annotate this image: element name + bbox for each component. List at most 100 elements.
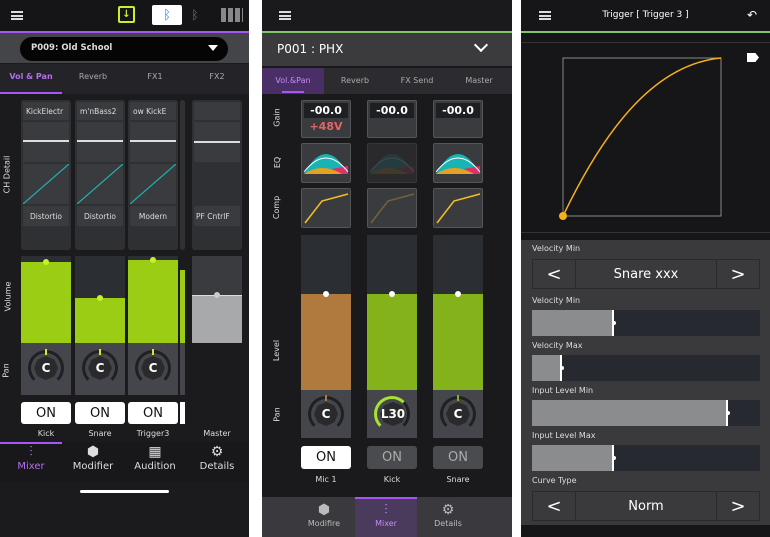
pan-knob-area[interactable]: C <box>75 343 125 395</box>
nav-audition[interactable]: ▦ Audition <box>124 444 186 480</box>
tab-reverb[interactable]: Reverb <box>78 72 108 81</box>
eq-box[interactable] <box>301 143 351 183</box>
gain-box[interactable]: -00.0 <box>367 100 417 138</box>
master-volume-fader[interactable] <box>192 256 242 343</box>
eq-box[interactable] <box>433 143 483 183</box>
volume-fader[interactable] <box>21 256 71 343</box>
pan-knob[interactable]: C <box>141 356 165 380</box>
master-detail[interactable]: PF CntrlF <box>192 100 242 250</box>
volume-fader[interactable] <box>128 256 178 343</box>
comp-curve-icon <box>304 193 349 224</box>
comp-box[interactable] <box>433 188 483 228</box>
bluetooth-off-icon[interactable]: ᛒ <box>191 8 199 22</box>
comp-label: Comp <box>272 195 282 220</box>
slider-4[interactable] <box>532 445 760 471</box>
pan-knob-area[interactable]: C <box>433 390 483 438</box>
channel-on-button[interactable]: ON <box>21 402 71 424</box>
comp-box[interactable] <box>301 188 351 228</box>
nav-modifier[interactable]: ⬢ Modifier <box>62 444 124 480</box>
tab-fx1[interactable]: FX1 <box>147 72 163 81</box>
tab-reverb[interactable]: Reverb <box>340 76 370 85</box>
chevron-right-icon[interactable]: > <box>730 263 746 285</box>
level-fader[interactable] <box>433 235 483 390</box>
mixer-panel-2: P001 : PHX Vol.&Pan Reverb FX Send Maste… <box>262 0 512 537</box>
gain-label: Gain <box>272 108 282 127</box>
chevron-left-icon[interactable]: < <box>546 495 562 517</box>
tab-fx-send[interactable]: FX Send <box>400 76 434 85</box>
slider-handle[interactable] <box>559 366 564 370</box>
pan-knob-area[interactable]: C <box>128 343 178 395</box>
phantom-power: +48V <box>309 120 343 133</box>
nav-label: Modifier <box>72 461 114 472</box>
nav-mixer[interactable]: ⫶ Mixer <box>355 501 417 535</box>
field-label: Input Level Min <box>532 386 594 395</box>
channel-detail[interactable]: m'nBass2 Distortio <box>75 100 125 250</box>
velocity-curve-graph[interactable] <box>557 54 727 224</box>
undo-icon[interactable]: ↶ <box>747 8 758 22</box>
menu-icon[interactable] <box>11 11 23 20</box>
slider-handle[interactable] <box>726 411 731 415</box>
channel-on-button[interactable]: ON <box>75 402 125 424</box>
pan-knob[interactable]: C <box>34 356 58 380</box>
tab-fx2[interactable]: FX2 <box>209 72 225 81</box>
pan-knob-area[interactable]: C <box>301 390 351 438</box>
channel-name: Snare <box>88 429 112 438</box>
tab-vol-pan[interactable]: Vol & Pan <box>9 72 53 81</box>
channel-bottom-label: Distortio <box>23 206 69 226</box>
tab-vol-pan[interactable]: Vol.&Pan <box>275 76 311 85</box>
curve-line <box>562 57 722 217</box>
menu-icon[interactable] <box>539 11 551 20</box>
comp-curve-icon <box>436 193 481 224</box>
gear-icon: ⚙ <box>441 502 455 518</box>
channel-detail[interactable]: KickElectr Distortio <box>21 100 71 250</box>
pan-knob[interactable]: C <box>314 402 338 426</box>
bluetooth-icon[interactable]: ᛒ <box>152 5 182 25</box>
chevron-right-icon[interactable]: > <box>730 495 746 517</box>
menu-icon[interactable] <box>279 11 291 20</box>
nav-modifire[interactable]: ⬢ Modifire <box>293 501 355 535</box>
nav-mixer[interactable]: ⫶ Mixer <box>0 444 62 480</box>
preset-name: P009: Old School <box>31 43 113 53</box>
pan-knob[interactable]: L30 <box>380 402 406 426</box>
pan-knob-area[interactable]: L30 <box>367 390 417 438</box>
pan-knob[interactable]: C <box>446 402 470 426</box>
grid-lock-icon[interactable] <box>221 8 243 22</box>
volume-fader[interactable] <box>75 256 125 343</box>
channel-detail[interactable]: ow KickE Modern <box>128 100 178 250</box>
chevron-down-icon <box>208 45 218 51</box>
channel-name: Snare <box>446 475 470 484</box>
gain-box[interactable]: -00.0 <box>433 100 483 138</box>
comp-box[interactable] <box>367 188 417 228</box>
pan-knob-area[interactable]: C <box>21 343 71 395</box>
channel-on-button[interactable]: ON <box>367 446 417 469</box>
eq-box[interactable] <box>367 143 417 183</box>
eq-curve-icon <box>369 154 415 174</box>
save-icon[interactable]: ↓ <box>118 6 135 23</box>
nav-details[interactable]: ⚙ Details <box>186 444 248 480</box>
nav-label: Details <box>434 519 462 528</box>
field-label: Curve Type <box>532 476 577 485</box>
tag-icon[interactable] <box>747 53 759 62</box>
channel-on-button[interactable]: ON <box>301 446 351 469</box>
tab-master[interactable]: Master <box>465 76 493 85</box>
nav-label: Details <box>199 461 235 472</box>
level-fader[interactable] <box>367 235 417 390</box>
preset-dropdown[interactable]: P009: Old School <box>20 37 228 61</box>
slider-3[interactable] <box>532 400 760 426</box>
preset-header[interactable]: P001 : PHX <box>262 33 512 66</box>
gain-box[interactable]: -00.0 +48V <box>301 100 351 138</box>
slider-handle[interactable] <box>612 321 617 325</box>
nav-details[interactable]: ⚙ Details <box>417 501 479 535</box>
slider-2[interactable] <box>532 355 760 381</box>
eq-curve-icon <box>435 154 481 174</box>
chevron-left-icon[interactable]: < <box>546 263 562 285</box>
pan-knob[interactable]: C <box>88 356 112 380</box>
field-label: Input Level Max <box>532 431 596 440</box>
level-fader[interactable] <box>301 235 351 390</box>
channel-on-button[interactable]: ON <box>128 402 178 424</box>
slider-1[interactable] <box>532 310 760 336</box>
eq-curve-icon <box>303 154 349 174</box>
slider-handle[interactable] <box>612 456 617 460</box>
gain-value: -00.0 <box>436 103 480 118</box>
channel-on-button[interactable]: ON <box>433 446 483 469</box>
